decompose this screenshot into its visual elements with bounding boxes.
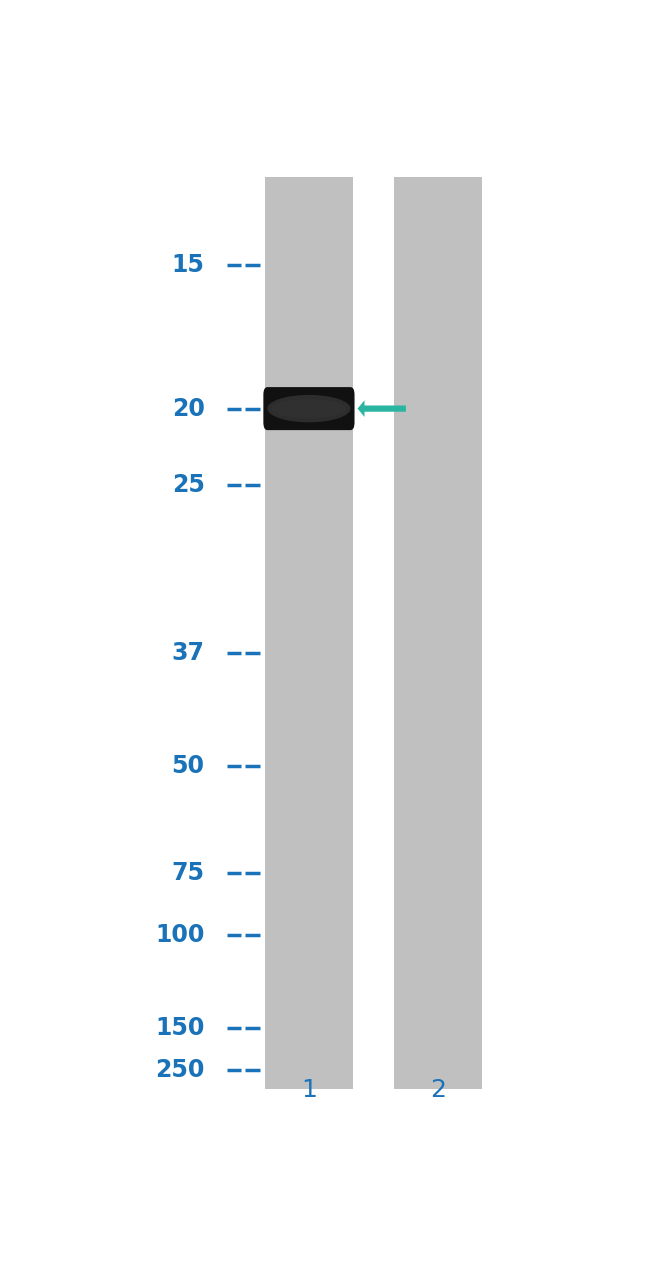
Text: 50: 50 <box>172 753 205 777</box>
Bar <box>393 177 482 1090</box>
Text: 150: 150 <box>155 1016 205 1040</box>
Text: 37: 37 <box>172 641 205 665</box>
FancyBboxPatch shape <box>263 387 354 431</box>
Text: 25: 25 <box>172 472 205 497</box>
Text: 2: 2 <box>430 1078 446 1102</box>
Text: 1: 1 <box>301 1078 317 1102</box>
Ellipse shape <box>267 395 350 423</box>
Ellipse shape <box>272 399 346 418</box>
Text: 15: 15 <box>172 253 205 277</box>
Text: 20: 20 <box>172 396 205 420</box>
Text: 100: 100 <box>155 923 205 946</box>
Ellipse shape <box>280 401 338 415</box>
Text: 250: 250 <box>155 1058 205 1082</box>
Text: 75: 75 <box>172 861 205 885</box>
Bar <box>265 177 354 1090</box>
